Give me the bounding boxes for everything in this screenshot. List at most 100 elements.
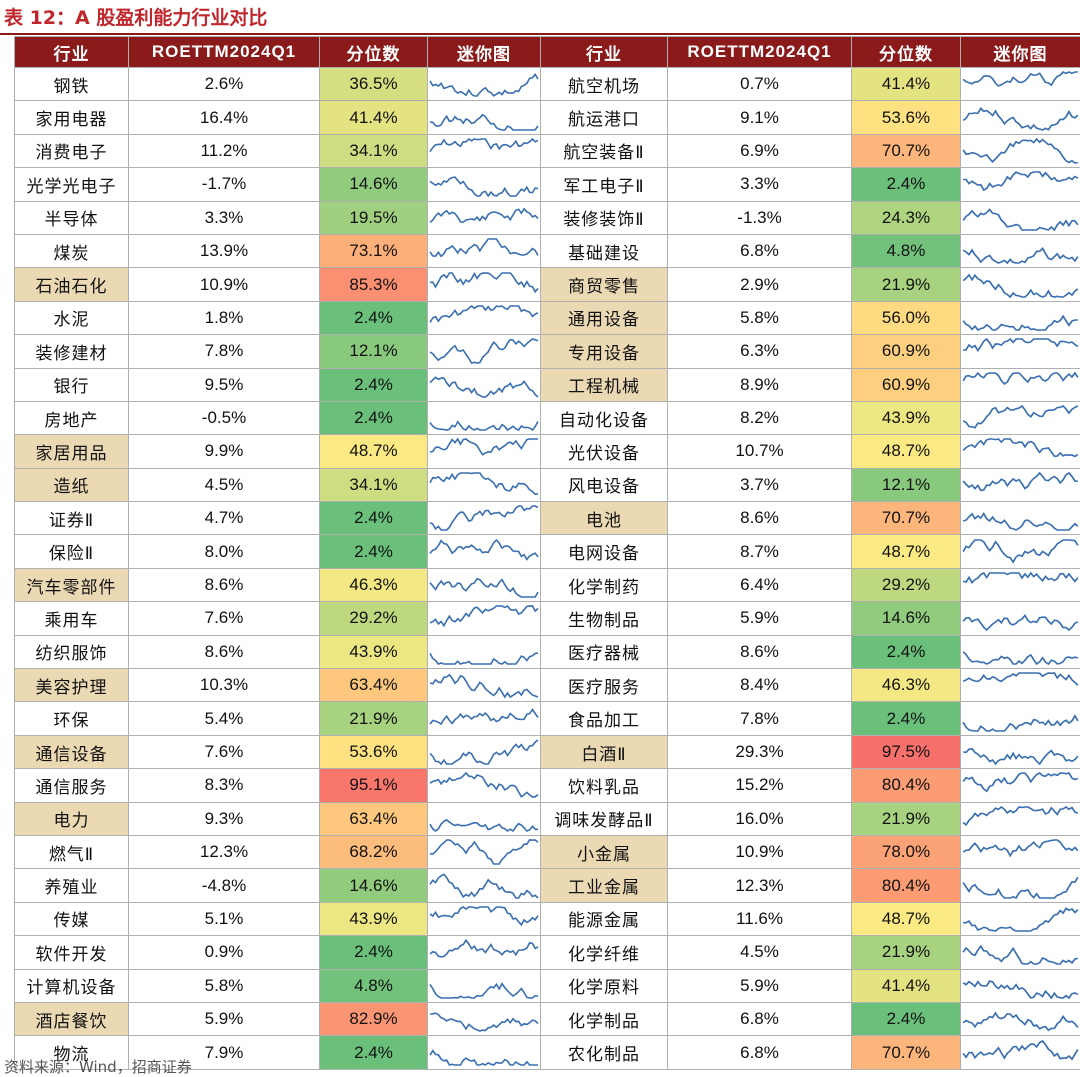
- industry-name: 光学光电子: [15, 168, 129, 201]
- sparkline: [428, 370, 540, 400]
- sparkline-cell: [428, 268, 541, 301]
- sparkline-path: [430, 840, 538, 864]
- sparkline-path: [430, 773, 538, 797]
- sparkline-cell: [428, 368, 541, 401]
- industry-name: 水泥: [15, 301, 129, 334]
- sparkline-path: [963, 773, 1078, 791]
- percentile-value: 48.7%: [852, 902, 961, 935]
- roe-value: 3.3%: [668, 168, 852, 201]
- percentile-value: 2.4%: [852, 168, 961, 201]
- sparkline-cell: [961, 168, 1080, 201]
- percentile-value: 53.6%: [852, 101, 961, 134]
- industry-name: 消费电子: [15, 134, 129, 167]
- sparkline-cell: [961, 635, 1080, 668]
- sparkline-cell: [428, 134, 541, 167]
- roe-value: 7.6%: [129, 602, 320, 635]
- industry-name: 美容护理: [15, 669, 129, 702]
- industry-name: 电力: [15, 802, 129, 835]
- industry-name: 调味发酵品Ⅱ: [541, 802, 668, 835]
- roe-value: 2.9%: [668, 268, 852, 301]
- roe-value: 7.8%: [129, 335, 320, 368]
- sparkline: [961, 804, 1080, 834]
- industry-name: 酒店餐饮: [15, 1002, 129, 1035]
- sparkline-path: [963, 540, 1078, 562]
- sparkline: [428, 136, 540, 166]
- industry-name: 钢铁: [15, 68, 129, 101]
- title-rule: [0, 33, 1080, 35]
- industry-name: 化学制品: [541, 1002, 668, 1035]
- industry-name: 软件开发: [15, 936, 129, 969]
- sparkline-path: [430, 506, 538, 530]
- roe-value: 10.7%: [668, 435, 852, 468]
- sparkline: [961, 770, 1080, 800]
- sparkline: [961, 637, 1080, 667]
- sparkline-path: [963, 749, 1078, 764]
- sparkline-cell: [428, 401, 541, 434]
- sparkline: [428, 303, 540, 333]
- roe-value: 3.3%: [129, 201, 320, 234]
- industry-roe-table: 行业 ROETTM2024Q1 分位数 迷你图 行业 ROETTM2024Q1 …: [14, 36, 1080, 1070]
- roe-value: 12.3%: [668, 869, 852, 902]
- roe-value: 10.9%: [129, 268, 320, 301]
- sparkline: [428, 837, 540, 867]
- table-header: 行业 ROETTM2024Q1 分位数 迷你图 行业 ROETTM2024Q1 …: [15, 37, 1080, 68]
- sparkline: [428, 770, 540, 800]
- industry-name: 房地产: [15, 401, 129, 434]
- roe-value: 8.4%: [668, 669, 852, 702]
- sparkline-cell: [428, 68, 541, 101]
- percentile-value: 46.3%: [852, 669, 961, 702]
- roe-value: 3.7%: [668, 468, 852, 501]
- percentile-value: 2.4%: [320, 301, 428, 334]
- sparkline-cell: [428, 234, 541, 267]
- industry-name: 保险Ⅱ: [15, 535, 129, 568]
- percentile-value: 43.9%: [320, 635, 428, 668]
- sparkline-path: [963, 616, 1078, 631]
- sparkline-path: [963, 877, 1078, 898]
- sparkline-cell: [428, 936, 541, 969]
- industry-name: 石油石化: [15, 268, 129, 301]
- sparkline-path: [963, 339, 1078, 351]
- header-percentile-right: 分位数: [852, 37, 961, 68]
- roe-value: 6.8%: [668, 1002, 852, 1035]
- percentile-value: 80.4%: [852, 769, 961, 802]
- industry-name: 养殖业: [15, 869, 129, 902]
- industry-name: 工业金属: [541, 869, 668, 902]
- roe-value: 7.6%: [129, 735, 320, 768]
- roe-value: -4.8%: [129, 869, 320, 902]
- sparkline-cell: [428, 669, 541, 702]
- roe-value: 8.2%: [668, 401, 852, 434]
- sparkline: [961, 1038, 1080, 1068]
- roe-value: 9.9%: [129, 435, 320, 468]
- industry-name: 环保: [15, 702, 129, 735]
- sparkline-cell: [961, 669, 1080, 702]
- sparkline-path: [430, 907, 538, 925]
- percentile-value: 41.4%: [320, 101, 428, 134]
- header-percentile-left: 分位数: [320, 37, 428, 68]
- percentile-value: 73.1%: [320, 234, 428, 267]
- percentile-value: 12.1%: [852, 468, 961, 501]
- sparkline: [961, 904, 1080, 934]
- roe-value: 8.6%: [668, 502, 852, 535]
- sparkline: [961, 871, 1080, 901]
- roe-value: 7.8%: [668, 702, 852, 735]
- percentile-value: 2.4%: [320, 401, 428, 434]
- industry-name: 军工电子Ⅱ: [541, 168, 668, 201]
- header-row: 行业 ROETTM2024Q1 分位数 迷你图 行业 ROETTM2024Q1 …: [15, 37, 1080, 68]
- sparkline-cell: [428, 1002, 541, 1035]
- sparkline: [428, 470, 540, 500]
- industry-name: 专用设备: [541, 335, 668, 368]
- sparkline-cell: [961, 502, 1080, 535]
- percentile-value: 46.3%: [320, 568, 428, 601]
- industry-name: 能源金属: [541, 902, 668, 935]
- sparkline-path: [963, 72, 1078, 86]
- sparkline-path: [963, 406, 1078, 428]
- sparkline-path: [963, 172, 1078, 190]
